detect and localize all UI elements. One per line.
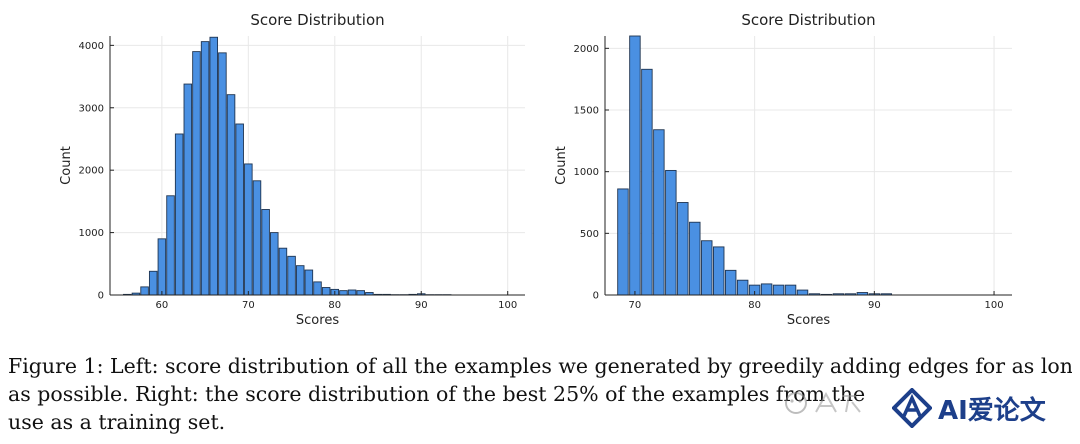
y-tick-label: 0	[593, 291, 599, 302]
histogram-bar	[665, 169, 677, 296]
histogram-bar	[689, 221, 701, 296]
histogram-bar	[653, 129, 665, 296]
wechat-icon	[785, 391, 861, 414]
histogram-bar	[736, 279, 749, 296]
histogram-bar	[347, 289, 357, 296]
histogram-bar	[304, 269, 314, 296]
watermark-text: AI爱论文	[938, 395, 1046, 426]
histogram-bar	[270, 232, 279, 296]
histogram-bar	[183, 83, 193, 296]
histogram-bar	[157, 238, 167, 296]
x-axis-label: Scores	[296, 313, 339, 328]
histogram-bar	[166, 195, 175, 296]
histogram-bar	[713, 246, 725, 296]
histogram-bar	[724, 269, 737, 296]
histogram-bar	[174, 133, 184, 296]
histogram-bar	[192, 51, 201, 296]
y-tick-label: 500	[580, 229, 599, 240]
x-tick-label: 70	[629, 300, 642, 311]
histogram-bar	[356, 290, 365, 296]
x-tick-label: 70	[242, 300, 255, 311]
histogram-bar	[339, 290, 348, 296]
histogram-bar	[252, 180, 262, 296]
x-tick-label: 90	[415, 300, 428, 311]
histogram-bar	[261, 209, 270, 296]
histogram-bar	[629, 35, 641, 296]
histogram-bar	[218, 52, 227, 296]
x-tick-label: 80	[328, 300, 341, 311]
x-tick-label: 100	[984, 300, 1003, 311]
caption-line: use as a training set.	[8, 410, 226, 434]
x-tick-label: 100	[498, 300, 517, 311]
histogram-bar	[617, 188, 629, 296]
y-tick-label: 0	[98, 291, 104, 302]
histogram-bar	[200, 41, 210, 296]
logo-icon	[892, 388, 932, 428]
histogram-bar	[313, 281, 322, 296]
histogram-bar	[140, 286, 149, 296]
histogram-bar	[235, 123, 244, 296]
y-axis-label: Count	[59, 146, 74, 185]
y-tick-label: 1000	[574, 167, 599, 178]
chart-title: Score Distribution	[250, 11, 384, 29]
y-tick-label: 2000	[79, 166, 104, 177]
histogram-bar	[278, 247, 288, 296]
y-tick-label: 3000	[79, 103, 104, 114]
histogram-bar	[677, 202, 689, 296]
histogram-bar	[321, 287, 331, 296]
figure-caption: Figure 1: Left: score distribution of al…	[8, 352, 1072, 436]
x-axis-label: Scores	[787, 313, 830, 328]
histogram-bar	[226, 94, 236, 296]
histogram-bar	[287, 255, 296, 296]
histogram-bar	[760, 283, 773, 296]
chart-title: Score Distribution	[741, 11, 875, 29]
histogram-bar	[295, 265, 305, 296]
watermark: AI爱论文	[892, 386, 1046, 430]
histogram-bar	[148, 270, 158, 296]
histogram-bar	[209, 36, 219, 296]
histogram-bar	[701, 240, 713, 296]
y-tick-label: 1000	[79, 228, 104, 239]
histogram-bar	[772, 284, 785, 296]
y-tick-label: 4000	[79, 41, 104, 52]
caption-line: as possible. Right: the score distributi…	[8, 382, 866, 406]
x-tick-label: 60	[156, 300, 169, 311]
y-tick-label: 1500	[574, 106, 599, 117]
y-tick-label: 2000	[574, 44, 599, 55]
histogram-bar	[796, 289, 809, 296]
histogram-bar	[641, 68, 653, 296]
x-tick-label: 90	[868, 300, 881, 311]
x-tick-label: 80	[748, 300, 761, 311]
caption-line: Figure 1: Left: score distribution of al…	[8, 354, 1072, 378]
histogram-bar	[244, 163, 253, 296]
y-axis-label: Count	[554, 146, 569, 185]
histogram-bar	[784, 284, 797, 296]
